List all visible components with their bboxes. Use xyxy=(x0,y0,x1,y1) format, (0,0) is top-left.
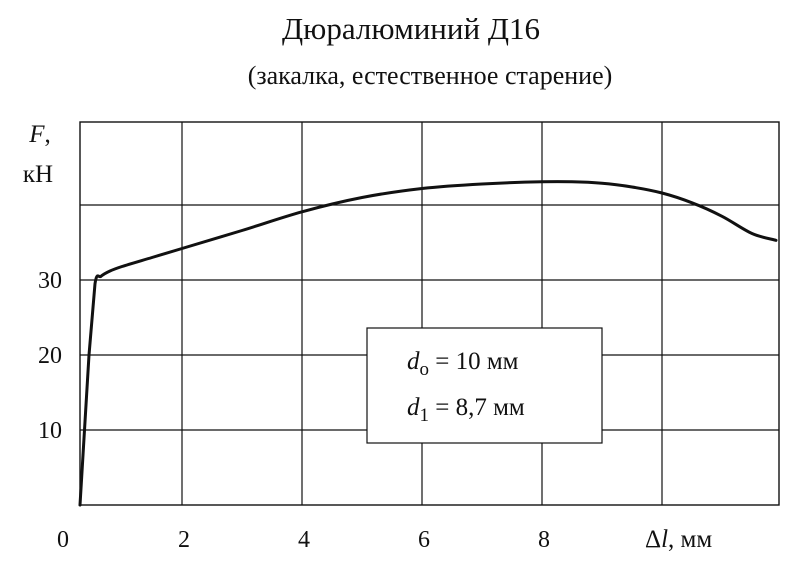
annotation-subscript-2: 1 xyxy=(420,405,430,426)
x-axis-delta: Δ xyxy=(645,526,661,553)
y-axis-symbol: F xyxy=(28,121,45,148)
annotation-line-2: d1 = 8,7 мм xyxy=(407,394,525,426)
annotation-value-1: = 10 мм xyxy=(429,348,519,375)
annotation-value-2: = 8,7 мм xyxy=(429,394,525,421)
x-tick-label-3: 6 xyxy=(418,527,430,553)
x-axis-symbol: l xyxy=(661,526,668,553)
y-tick-label-2: 30 xyxy=(38,268,62,294)
y-axis-separator: , xyxy=(45,121,51,148)
chart-title: Дюралюминий Д16 xyxy=(282,11,540,46)
x-tick-labels: 0 2 4 6 8 xyxy=(57,527,550,553)
x-axis-label: Δl, мм xyxy=(645,526,712,553)
chart-subtitle: (закалка, естественное старение) xyxy=(248,61,613,90)
y-axis-label: F, xyxy=(28,121,51,148)
y-tick-labels: 10 20 30 xyxy=(38,268,62,444)
annotation-subscript-1: o xyxy=(420,359,430,380)
x-tick-label-1: 2 xyxy=(178,527,190,553)
grid xyxy=(80,122,779,505)
x-axis-unit: , мм xyxy=(668,526,712,553)
y-tick-label-1: 20 xyxy=(38,343,62,369)
annotation-box xyxy=(366,327,603,444)
annotation-symbol-1: d xyxy=(407,348,420,375)
annotation-line-1: do = 10 мм xyxy=(407,348,519,380)
plot-frame xyxy=(79,121,780,506)
x-tick-label-2: 4 xyxy=(298,527,310,553)
force-extension-curve xyxy=(78,180,778,507)
y-axis-unit: кН xyxy=(23,161,53,188)
x-tick-label-0: 0 xyxy=(57,527,69,553)
y-tick-label-0: 10 xyxy=(38,418,62,444)
annotation-symbol-2: d xyxy=(407,394,420,421)
x-tick-label-4: 8 xyxy=(538,527,550,553)
